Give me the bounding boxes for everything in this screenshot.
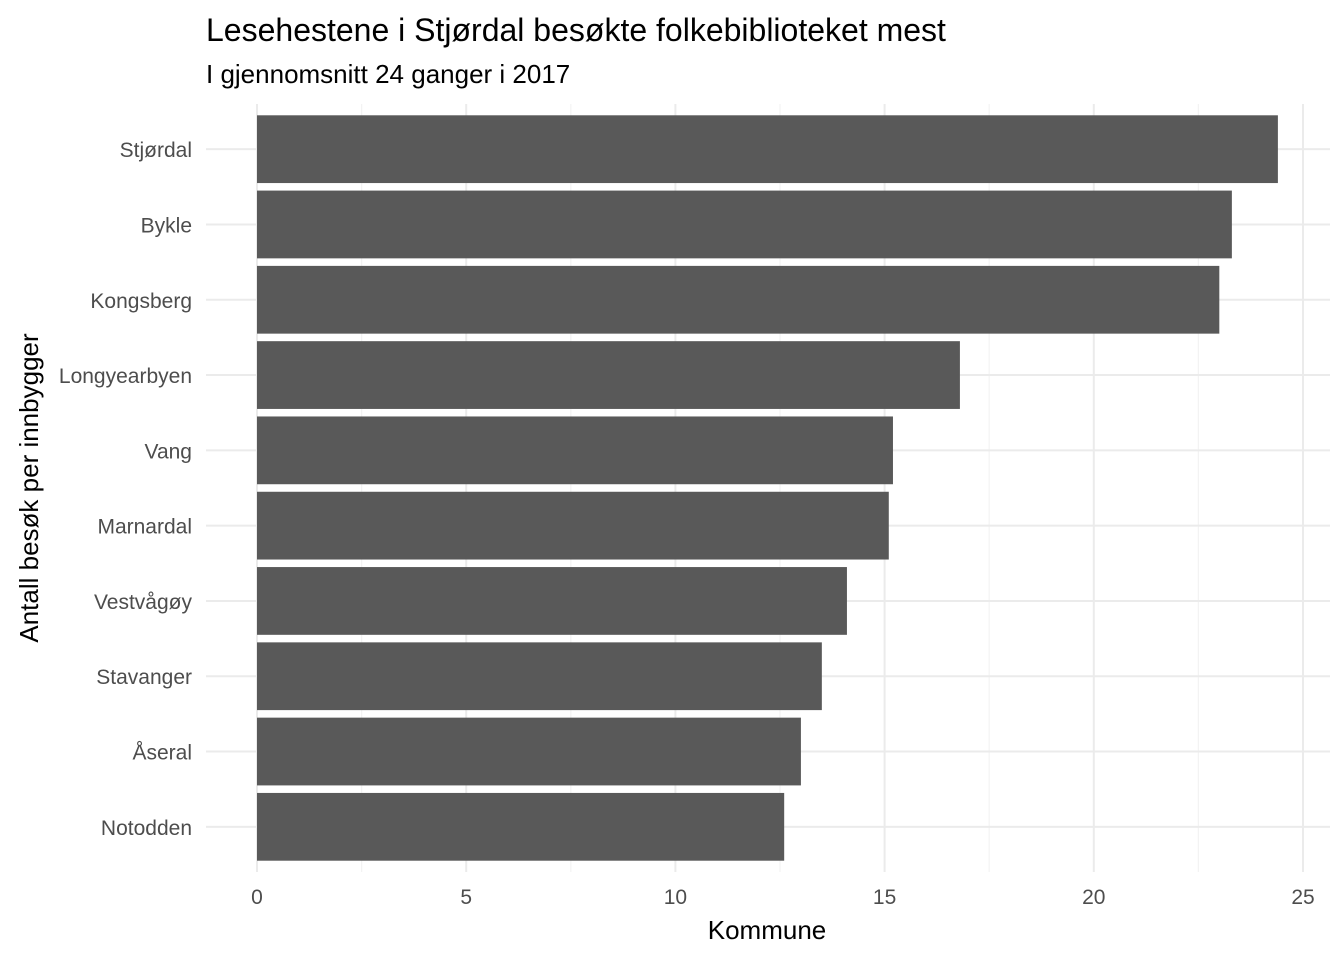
bar bbox=[257, 792, 785, 861]
x-tick-label: 10 bbox=[664, 886, 687, 909]
bar bbox=[257, 115, 1278, 184]
x-axis-title: Kommune bbox=[708, 915, 827, 945]
bar bbox=[257, 567, 847, 635]
x-tick-label: 15 bbox=[873, 886, 896, 909]
chart-title: Lesehestene i Stjørdal besøkte folkebibl… bbox=[206, 12, 946, 48]
y-tick-label: Åseral bbox=[132, 742, 192, 765]
y-tick-label: Vestvågøy bbox=[94, 591, 193, 614]
y-tick-label: Vang bbox=[145, 440, 193, 463]
y-tick-label: Kongsberg bbox=[90, 290, 192, 313]
x-tick-label: 5 bbox=[460, 886, 472, 909]
x-tick-labels: 0 5 10 15 20 25 bbox=[251, 886, 1315, 909]
bar bbox=[257, 491, 889, 560]
x-tick-label: 25 bbox=[1291, 886, 1314, 909]
bar bbox=[257, 190, 1232, 259]
y-tick-label: Longyearbyen bbox=[59, 365, 192, 388]
y-tick-label: Marnardal bbox=[97, 516, 192, 539]
y-tick-label: Stjørdal bbox=[120, 139, 192, 162]
bar bbox=[257, 265, 1220, 334]
x-tick-label: 0 bbox=[251, 886, 263, 909]
bars bbox=[257, 115, 1278, 861]
bar bbox=[257, 341, 960, 409]
bar bbox=[257, 416, 893, 485]
y-tick-labels: Stjørdal Bykle Kongsberg Longyearbyen Vang Ma… bbox=[59, 139, 193, 840]
bar bbox=[257, 717, 801, 786]
y-tick-label: Notodden bbox=[101, 817, 192, 840]
x-tick-label: 20 bbox=[1082, 886, 1105, 909]
y-axis-title: Antall besøk per innbygger bbox=[14, 333, 44, 643]
chart-subtitle: I gjennomsnitt 24 ganger i 2017 bbox=[206, 59, 570, 89]
bar bbox=[257, 642, 822, 711]
y-tick-label: Bykle bbox=[141, 214, 192, 237]
y-tick-label: Stavanger bbox=[96, 666, 192, 689]
